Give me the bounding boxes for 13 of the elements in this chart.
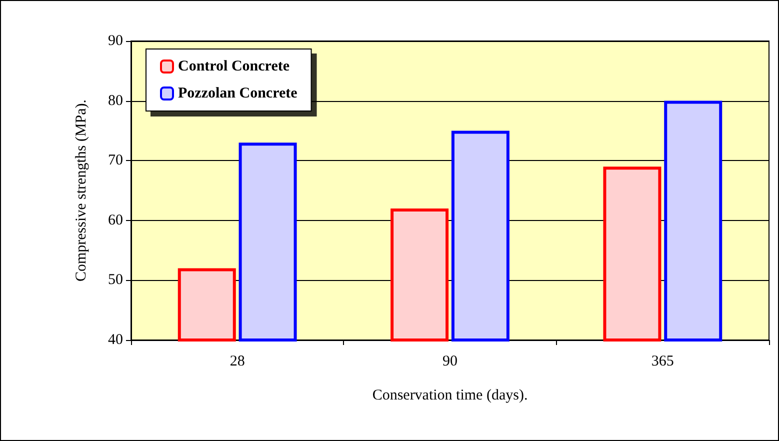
y-tick-label: 70 [108,152,123,169]
legend-label: Pozzolan Concrete [178,86,298,102]
y-tick-label: 40 [108,332,123,348]
x-tick-label: 90 [442,354,458,370]
y-tick-label: 80 [108,92,123,109]
legend-label: Control Concrete [178,58,290,74]
y-tick-label: 60 [108,212,123,228]
x-tick-label: 28 [230,354,245,370]
y-tick-label: 90 [108,33,123,49]
y-tick-label: 50 [108,272,123,288]
y-axis-title: Compressive strengths (MPa). [74,99,90,282]
x-axis-title: Conservation time (days). [372,388,528,404]
x-tick-label: 365 [651,354,674,370]
